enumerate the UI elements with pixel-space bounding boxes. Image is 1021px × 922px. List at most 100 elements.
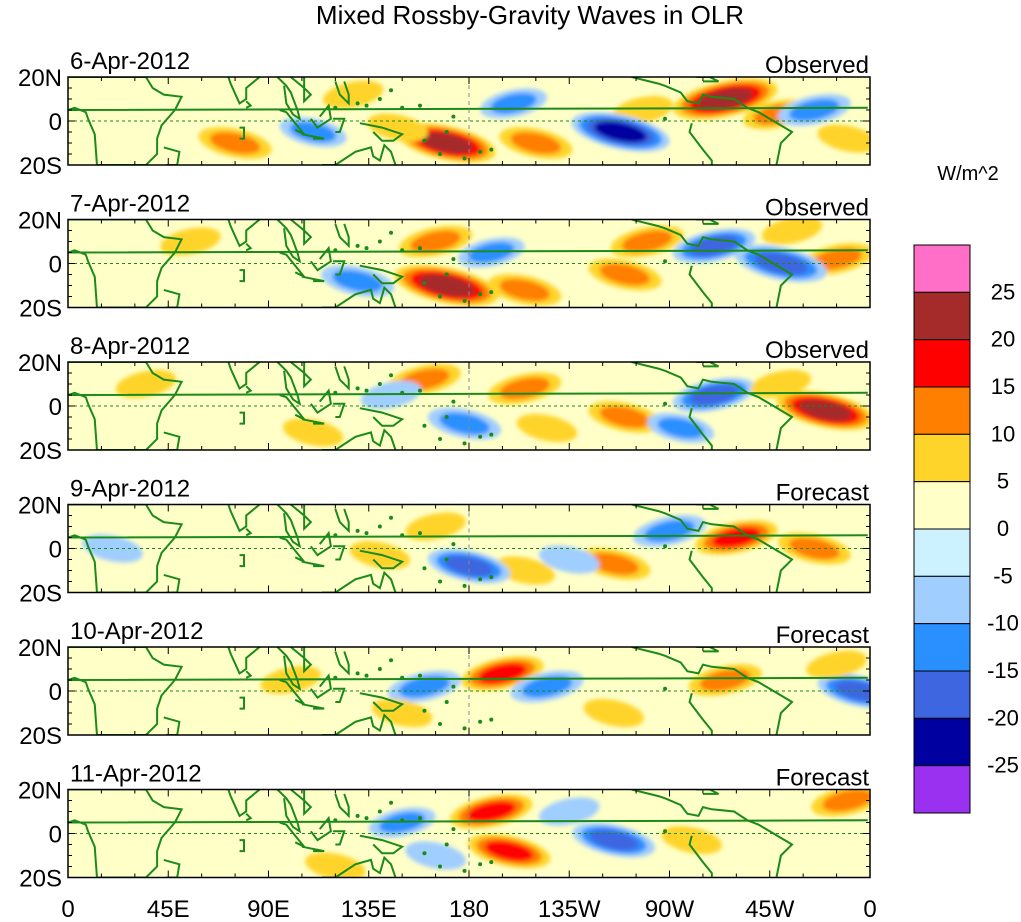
coastline: [279, 821, 305, 848]
island-mark: [438, 294, 443, 299]
island-mark: [451, 542, 456, 547]
colorbar-label: 15: [991, 374, 1015, 399]
island-mark: [451, 827, 456, 832]
coastline: [359, 122, 405, 142]
island-mark: [364, 103, 369, 108]
map-panel: 20N 0 20S 9-Apr-2012 Forecast: [18, 476, 871, 608]
y-tick-label: 20S: [19, 723, 62, 750]
panel-status: Forecast: [776, 765, 870, 792]
island-mark: [489, 147, 494, 152]
coastline: [696, 362, 719, 368]
coastline: [688, 407, 713, 450]
colorbar-swatch: [913, 623, 971, 672]
coastline: [310, 245, 332, 272]
coastline: [276, 219, 302, 264]
panel-status: Observed: [765, 52, 869, 79]
olr-anomaly-contour: [468, 242, 515, 263]
coastline: [68, 77, 868, 165]
island-mark: [422, 708, 427, 713]
coastline: [301, 845, 325, 853]
y-tick-label: 0: [49, 394, 62, 421]
island-mark: [444, 700, 449, 704]
olr-anomaly-contour: [209, 132, 261, 154]
panel-date: 7-Apr-2012: [70, 191, 190, 218]
map-panel: 20N 0 20S 7-Apr-2012 Observed: [18, 191, 871, 323]
panel-status: Observed: [765, 337, 869, 364]
colorbar-label: 25: [991, 279, 1015, 304]
coastline: [276, 77, 302, 122]
x-tick-label: 135W: [538, 896, 601, 922]
olr-anomaly-contour: [439, 412, 490, 435]
island-mark: [438, 152, 443, 156]
island-mark: [478, 577, 483, 582]
olr-anomaly-contour: [583, 698, 645, 728]
coastline: [631, 789, 794, 878]
island-mark: [438, 864, 443, 869]
coastline: [239, 554, 245, 568]
island-mark: [377, 524, 382, 529]
olr-anomaly-contour: [789, 99, 840, 121]
coastline: [310, 530, 332, 557]
coastline: [334, 508, 350, 534]
olr-anomaly-contour: [761, 219, 823, 245]
olr-anomaly-contour: [420, 132, 473, 154]
colorbar-label: -20: [987, 705, 1019, 730]
x-tick-label: 45W: [745, 896, 795, 922]
island-mark: [478, 149, 483, 154]
island-mark: [489, 575, 494, 580]
island-mark: [462, 441, 467, 446]
coastline: [68, 504, 868, 593]
coastline: [333, 687, 346, 703]
colorbar-swatch: [913, 339, 971, 388]
olr-anomaly-contour: [510, 132, 562, 154]
island-mark: [489, 290, 494, 295]
coastline: [68, 362, 868, 450]
island-mark: [663, 544, 668, 549]
coastline: [279, 251, 305, 278]
coastline: [321, 570, 397, 593]
island-mark: [663, 829, 668, 834]
island-mark: [364, 388, 369, 393]
island-mark: [417, 816, 422, 821]
coastline: [631, 362, 794, 450]
colorbar-label: -10: [987, 611, 1019, 636]
coastline: [276, 789, 302, 834]
coastline: [163, 573, 181, 593]
island-mark: [417, 246, 422, 251]
island-mark: [444, 557, 449, 562]
y-tick-label: 20N: [18, 208, 62, 235]
coastline: [279, 536, 305, 563]
olr-anomaly-contour: [494, 556, 555, 585]
olr-anomaly-contour: [410, 230, 461, 253]
island-mark: [400, 818, 405, 823]
y-tick-label: 20N: [18, 65, 62, 92]
colorbar-label: 20: [991, 327, 1015, 352]
island-mark: [417, 531, 422, 536]
y-tick-label: 20S: [19, 438, 62, 465]
olr-anomaly-contour: [332, 270, 383, 293]
island-mark: [417, 673, 422, 678]
coastline: [163, 858, 181, 878]
olr-anomaly-contour: [750, 369, 812, 399]
island-mark: [333, 105, 338, 110]
island-mark: [417, 388, 422, 393]
map-panel: 20N 0 20S 11-Apr-2012 Forecast: [18, 761, 871, 893]
island-mark: [444, 415, 449, 419]
coastline: [321, 285, 397, 308]
colorbar-label: 0: [997, 516, 1009, 541]
island-mark: [489, 432, 494, 437]
x-tick-label: 180: [449, 896, 489, 922]
olr-anomaly-contour: [753, 252, 808, 275]
panel-date: 8-Apr-2012: [70, 333, 190, 360]
olr-anomaly-contour: [689, 384, 739, 406]
island-mark: [377, 97, 382, 101]
colorbar-units-label: W/m^2: [937, 163, 999, 185]
island-mark: [489, 717, 494, 722]
island-mark: [400, 390, 405, 395]
olr-anomaly-contour: [539, 545, 600, 574]
panel-status: Observed: [765, 195, 869, 222]
coastline: [301, 275, 325, 283]
colorbar-swatch: [913, 717, 971, 767]
island-mark: [333, 675, 338, 680]
coastline: [321, 855, 397, 878]
